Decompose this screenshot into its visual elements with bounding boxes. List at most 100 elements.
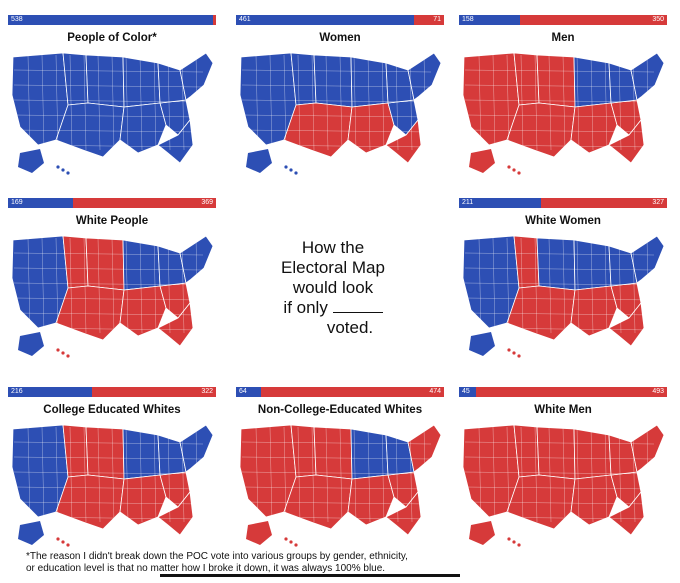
panel-title: White Men: [534, 404, 592, 416]
footnote: *The reason I didn't break down the POC …: [26, 551, 486, 575]
state-border: [55, 237, 59, 334]
caption-line: How the: [301, 238, 365, 257]
hawaii-island: [56, 537, 60, 541]
panel-title: Men: [551, 32, 575, 44]
hawaii-island: [294, 171, 298, 175]
state-border: [241, 441, 432, 445]
state-border: [478, 426, 482, 523]
hawaii-island: [507, 348, 511, 352]
state-border: [283, 54, 287, 151]
hawaii-island: [289, 540, 293, 544]
state-border: [478, 54, 482, 151]
blue-votes: 169: [8, 198, 73, 208]
state-border: [241, 84, 432, 88]
state-border: [353, 54, 357, 151]
hawaii-island: [284, 165, 288, 169]
state-border: [13, 144, 204, 148]
state-border: [353, 426, 357, 523]
state-border: [464, 486, 655, 490]
state-border: [464, 69, 655, 73]
electoral-vote-bar: 538: [8, 15, 216, 25]
hawaii-island: [517, 354, 521, 358]
state-border: [464, 327, 655, 331]
state-border: [409, 426, 413, 523]
us-map: [239, 424, 442, 547]
state-border: [506, 426, 510, 523]
map-region-plains: [313, 426, 353, 480]
map-region-plains: [85, 54, 125, 108]
state-border: [27, 237, 31, 334]
us-map: [11, 52, 214, 175]
state-border: [195, 54, 199, 151]
hawaii-island: [56, 348, 60, 352]
state-border: [464, 84, 655, 88]
blue-votes: 461: [236, 15, 414, 25]
state-border: [464, 114, 655, 118]
red-votes: 369: [73, 198, 216, 208]
alaska-inset: [469, 332, 495, 356]
state-border: [181, 426, 185, 523]
us-map: [239, 52, 442, 175]
state-border: [241, 516, 432, 520]
state-border: [576, 54, 580, 151]
hawaii-island: [507, 537, 511, 541]
state-border: [125, 237, 129, 334]
state-border: [13, 327, 204, 331]
electoral-vote-bar: 216 322: [8, 387, 216, 397]
map-region-plains: [283, 474, 353, 530]
state-border: [153, 54, 157, 151]
state-border: [13, 99, 204, 103]
panel-title: Non-College-Educated Whites: [257, 404, 423, 416]
panel-title: White Women: [525, 215, 601, 227]
state-border: [13, 471, 204, 475]
map-region-south: [608, 491, 645, 536]
footnote-line: *The reason I didn't break down the POC …: [26, 551, 408, 562]
state-border: [423, 426, 427, 523]
state-border: [646, 237, 650, 334]
state-border: [139, 54, 143, 151]
alaska-inset: [18, 332, 44, 356]
state-border: [13, 267, 204, 271]
map-region-plains: [55, 285, 125, 341]
state-border: [139, 237, 143, 334]
panel-title: People of Color*: [67, 32, 157, 44]
panel-title: Women: [319, 32, 361, 44]
hawaii-island: [512, 540, 516, 544]
state-border: [618, 426, 622, 523]
state-border: [13, 486, 204, 490]
hawaii-island: [66, 171, 70, 175]
state-border: [464, 456, 655, 460]
state-border: [367, 54, 371, 151]
panel-non-college-educated-whites: 64 474 Non-College-Educated Whites: [236, 387, 451, 552]
panel-title: White People: [75, 215, 149, 227]
hawaii-island: [507, 165, 511, 169]
map-region-south: [157, 491, 194, 536]
state-border: [13, 441, 204, 445]
state-border: [255, 426, 259, 523]
electoral-vote-bar: 64 474: [236, 387, 444, 397]
hawaii-island: [512, 168, 516, 172]
blue-votes: 538: [8, 15, 213, 25]
map-region-plains: [506, 102, 576, 158]
state-border: [181, 237, 185, 334]
state-border: [618, 54, 622, 151]
hawaii-island: [284, 537, 288, 541]
state-border: [125, 426, 129, 523]
state-border: [464, 99, 655, 103]
state-border: [241, 501, 432, 505]
map-region-south: [608, 302, 645, 347]
state-border: [381, 54, 385, 151]
state-border: [604, 237, 608, 334]
state-border: [241, 69, 432, 73]
state-border: [464, 471, 655, 475]
state-border: [492, 54, 496, 151]
caption-text: if only: [283, 298, 328, 317]
state-border: [590, 237, 594, 334]
map-region-south: [385, 119, 422, 164]
hawaii-island: [61, 168, 65, 172]
blue-votes: 45: [459, 387, 476, 397]
us-map: [462, 52, 665, 175]
state-border: [283, 426, 287, 523]
state-border: [269, 426, 273, 523]
state-border: [646, 54, 650, 151]
